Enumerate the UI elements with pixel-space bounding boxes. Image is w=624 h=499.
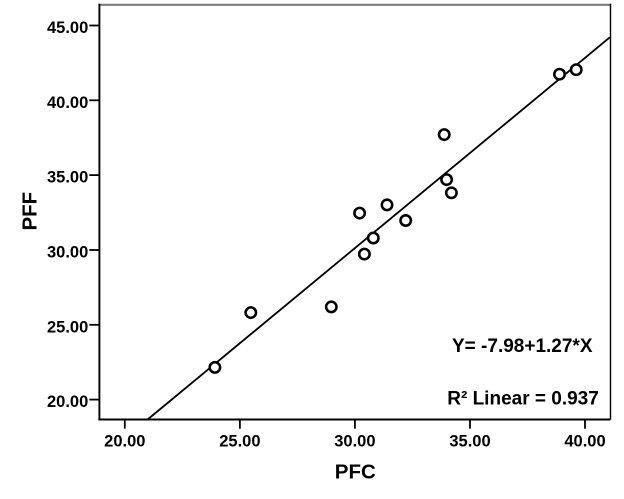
svg-text:45.00: 45.00 <box>47 19 88 37</box>
svg-text:R² Linear = 0.937: R² Linear = 0.937 <box>447 388 599 409</box>
svg-text:25.00: 25.00 <box>219 432 260 450</box>
svg-text:Y= -7.98+1.27*X: Y= -7.98+1.27*X <box>452 336 593 357</box>
svg-text:35.00: 35.00 <box>449 432 490 450</box>
svg-text:40.00: 40.00 <box>47 94 88 112</box>
svg-text:25.00: 25.00 <box>47 318 88 336</box>
svg-text:20.00: 20.00 <box>47 393 88 411</box>
svg-text:30.00: 30.00 <box>47 244 88 262</box>
svg-text:PFF: PFF <box>19 192 42 231</box>
svg-text:35.00: 35.00 <box>47 169 88 187</box>
svg-text:20.00: 20.00 <box>104 432 145 450</box>
svg-text:40.00: 40.00 <box>564 432 605 450</box>
svg-text:30.00: 30.00 <box>334 432 375 450</box>
svg-text:PFC: PFC <box>335 461 376 484</box>
